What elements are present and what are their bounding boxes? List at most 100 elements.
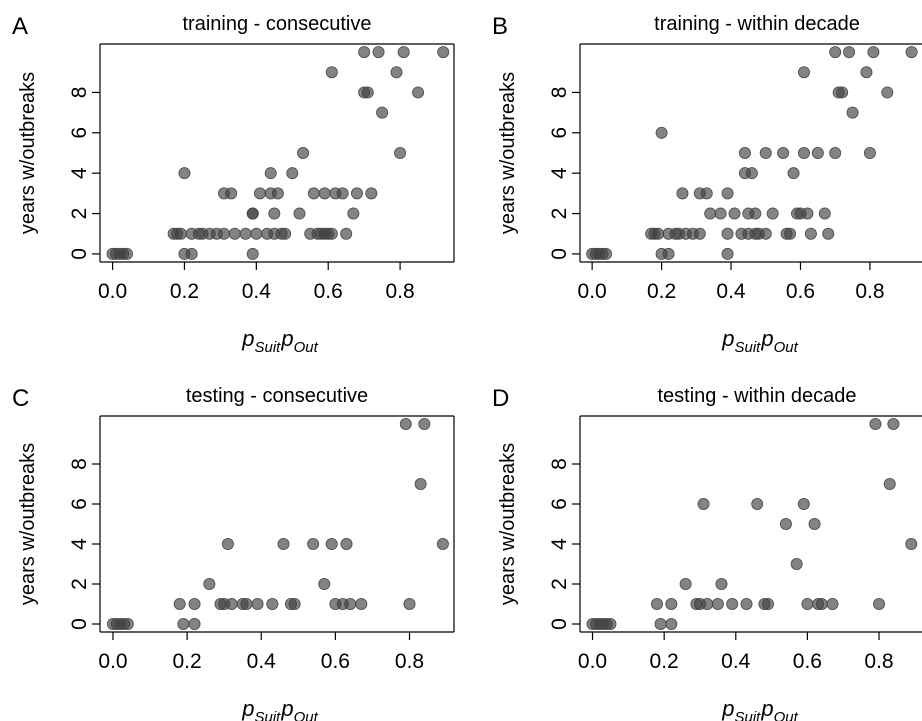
data-point [801,207,814,220]
data-point [836,86,849,99]
data-point [784,227,797,240]
data-point [293,207,306,220]
y-tick-label: 0 [548,248,571,260]
y-tick-label: 8 [548,87,571,99]
data-point [860,66,873,79]
data-point [203,578,216,591]
y-tick-label: 4 [68,538,91,550]
data-point [340,227,353,240]
data-point [843,46,856,59]
data-point [905,538,918,551]
data-point [178,167,191,180]
data-point [826,598,839,611]
y-tick-label: 6 [548,498,571,510]
x-axis-label-part: Suit [734,339,761,356]
data-point [790,558,803,571]
x-tick-label: 0.8 [864,650,893,673]
x-axis-label: pSuitpOut [721,696,798,721]
x-tick-label: 0.0 [578,650,607,673]
x-axis-label-part: Out [294,339,319,356]
data-point [121,618,134,631]
data-point [751,497,764,510]
y-tick-label: 0 [68,618,91,630]
data-point [271,187,284,200]
chart-title: training - within decade [654,13,860,35]
y-tick-label: 2 [68,208,91,220]
data-point [414,477,427,490]
data-point [829,46,842,59]
data-point [188,598,201,611]
x-axis-label-part: p [241,696,254,721]
data-point [797,66,810,79]
y-tick-label: 8 [68,458,91,470]
x-tick-label: 0.2 [647,280,676,303]
x-axis-label-part: p [280,696,293,721]
x-tick-label: 0.4 [721,650,751,673]
data-point [266,598,279,611]
y-tick-label: 4 [548,538,571,550]
x-tick-label: 0.4 [716,280,746,303]
data-point [173,598,186,611]
data-point [355,598,368,611]
data-point [174,227,187,240]
data-point [225,598,238,611]
data-point [297,146,310,159]
data-point [740,598,753,611]
data-point [665,598,678,611]
y-tick-label: 0 [68,248,91,260]
data-point [655,126,668,139]
data-point [399,417,412,430]
x-axis-label-part: Out [774,709,799,721]
data-point [390,66,403,79]
x-tick-label: 0.8 [855,280,884,303]
y-axis-label: years w/outbreaks [497,72,519,234]
data-point [217,227,230,240]
data-point [697,497,710,510]
y-tick-label: 2 [548,578,571,590]
x-axis-label-part: p [760,326,773,351]
data-point [662,247,675,260]
x-axis-label-part: p [241,326,254,351]
data-point [412,86,425,99]
y-axis-label: years w/outbreaks [17,72,39,234]
data-point [358,46,371,59]
data-point [714,207,727,220]
data-point [905,46,918,59]
data-point [726,598,739,611]
data-point [239,227,252,240]
data-point [869,417,882,430]
data-point [759,146,772,159]
data-point [120,247,133,260]
x-axis-label-part: Out [774,339,799,356]
data-point [779,518,792,531]
data-point [372,46,385,59]
x-tick-label: 0.6 [314,280,343,303]
data-point [177,618,190,631]
data-point [253,187,266,200]
data-point [336,187,349,200]
panel-label: C [12,385,29,412]
data-point [787,167,800,180]
data-point [738,146,751,159]
y-tick-label: 6 [68,127,91,139]
x-tick-label: 0.2 [170,280,199,303]
x-tick-label: 0.2 [650,650,679,673]
data-point [711,598,724,611]
data-point [361,86,374,99]
data-point [604,618,617,631]
x-axis-label-part: Out [294,709,319,721]
data-point [721,247,734,260]
y-axis-label: years w/outbreaks [497,443,519,605]
data-point [867,46,880,59]
data-point [228,227,241,240]
data-point [246,247,259,260]
data-point [863,146,876,159]
y-tick-label: 4 [68,167,91,179]
data-point [376,106,389,119]
data-point [325,227,338,240]
x-tick-label: 0.2 [173,650,202,673]
data-point [704,207,717,220]
data-point [250,227,263,240]
